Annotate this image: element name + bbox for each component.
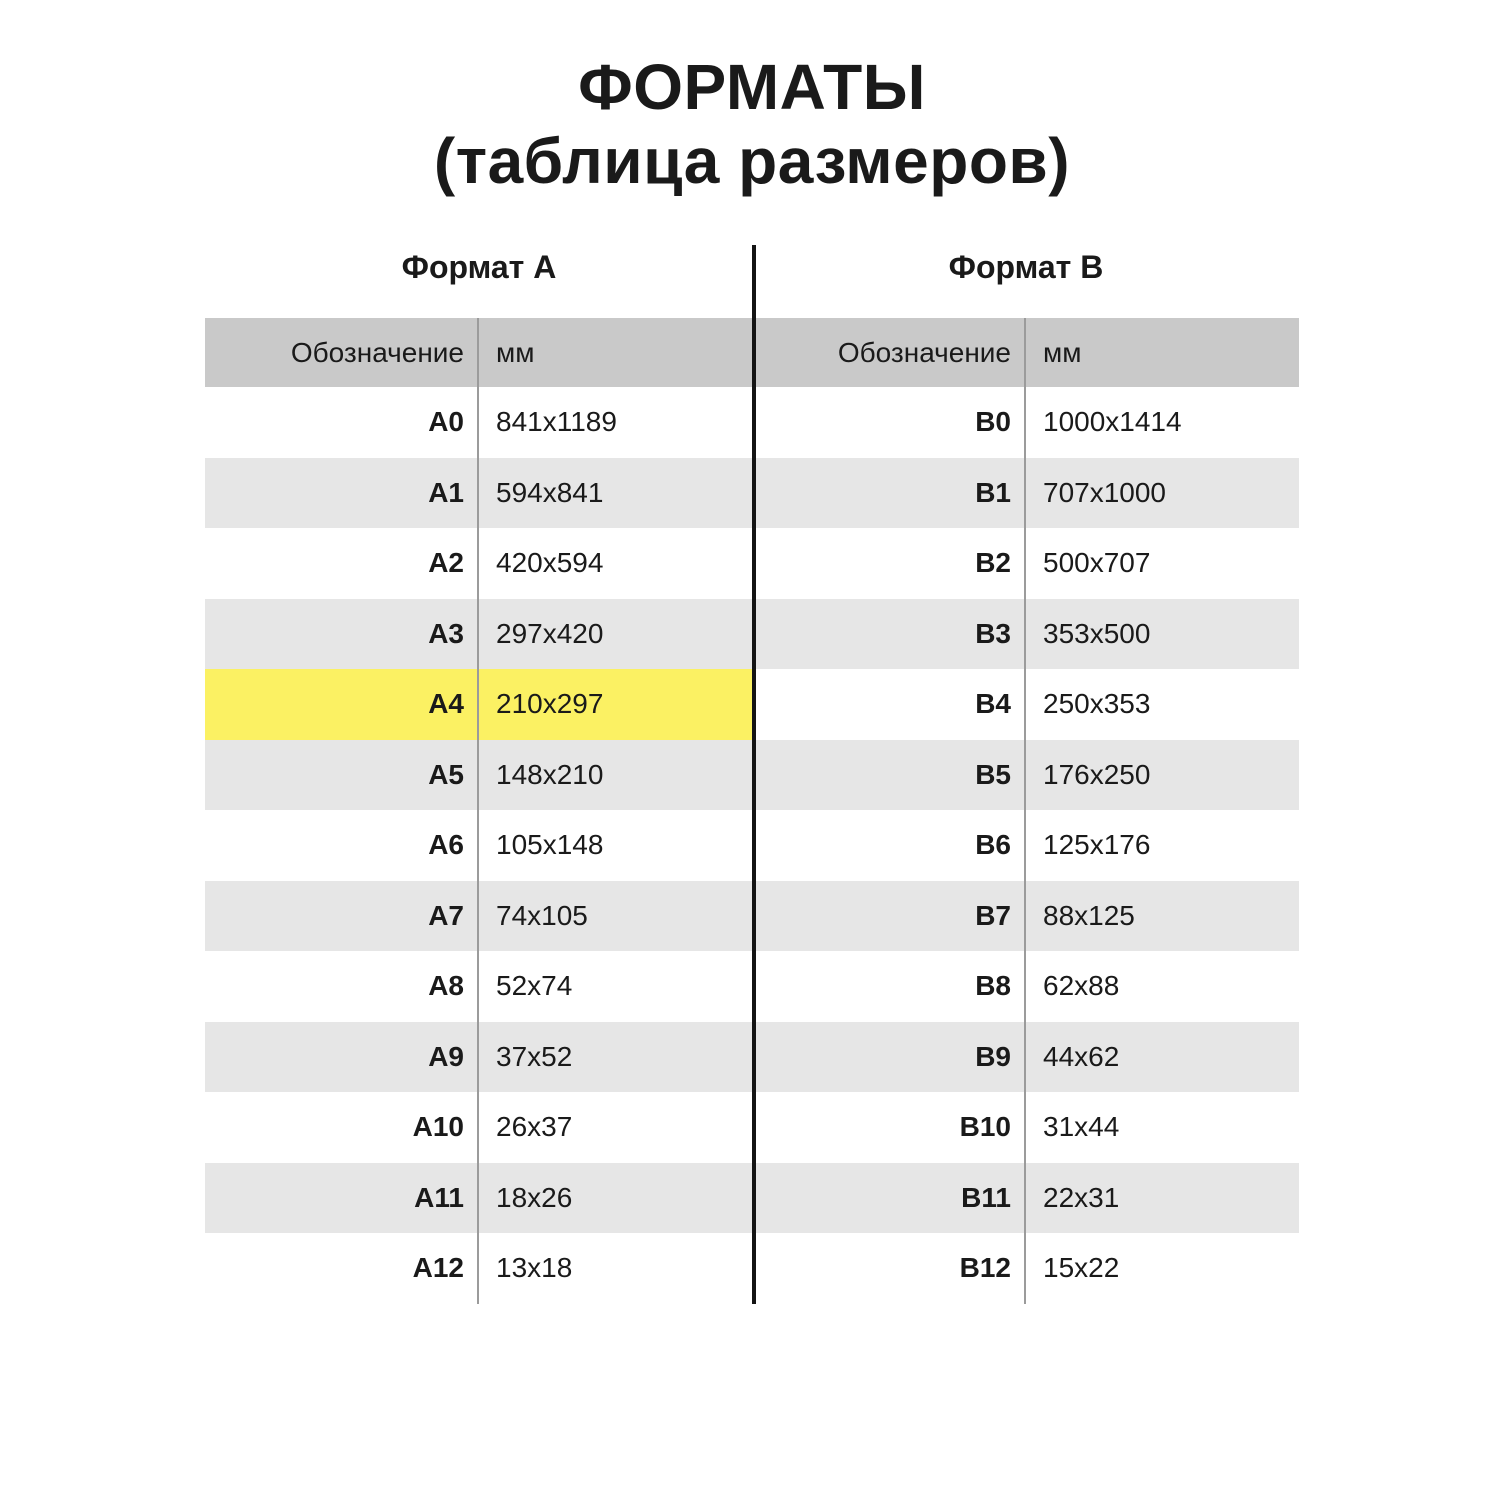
- format-b-size-mm: 22x31: [1043, 1181, 1120, 1213]
- format-b-designation: B12: [959, 1252, 1011, 1284]
- format-a-mm-header: мм: [496, 336, 535, 368]
- format-a-designation-header: Обозначение: [290, 336, 464, 368]
- format-a-size-mm: 594x841: [496, 476, 604, 508]
- format-b-size-mm: 15x22: [1043, 1252, 1120, 1284]
- title-line-1: ФОРМАТЫ: [578, 51, 926, 123]
- format-a-designation: A7: [428, 899, 464, 931]
- format-a-size-mm: 420x594: [496, 547, 604, 579]
- format-a-size-mm: 74x105: [496, 899, 588, 931]
- format-a-designation: A0: [428, 406, 464, 438]
- format-b-size-mm: 125x176: [1043, 829, 1151, 861]
- format-a-designation: A2: [428, 547, 464, 579]
- format-b-size-mm: 500x707: [1043, 547, 1151, 579]
- format-a-designation: A6: [428, 829, 464, 861]
- format-a-designation: A10: [412, 1111, 464, 1143]
- format-a-size-mm: 841x1189: [496, 406, 617, 438]
- format-a-designation: A5: [428, 758, 464, 790]
- format-b-designation: B6: [975, 829, 1011, 861]
- format-b-size-mm: 1000x1414: [1043, 406, 1182, 438]
- title-line-2: (таблица размеров): [433, 125, 1071, 197]
- format-a-size-mm: 13x18: [496, 1252, 573, 1284]
- format-b-designation: B7: [975, 899, 1011, 931]
- format-b-size-mm: 31x44: [1043, 1111, 1120, 1143]
- format-b-mm-header: мм: [1043, 336, 1082, 368]
- format-b-size-mm: 88x125: [1043, 899, 1135, 931]
- format-b-heading: Формат B: [948, 249, 1104, 285]
- format-a-designation: A3: [428, 617, 464, 649]
- format-b-designation: B2: [975, 547, 1011, 579]
- format-a-designation: A11: [414, 1181, 464, 1213]
- format-a-designation: A12: [412, 1252, 464, 1284]
- format-b-designation: B0: [975, 406, 1011, 438]
- center-divider-line: [752, 245, 756, 1304]
- format-a-size-mm: 210x297: [478, 669, 753, 740]
- format-a-heading: Формат А: [401, 249, 557, 285]
- format-b-size-mm: 62x88: [1043, 970, 1120, 1002]
- format-b-size-mm: 44x62: [1043, 1040, 1120, 1072]
- format-a-size-mm: 148x210: [496, 758, 604, 790]
- format-b-designation: B9: [975, 1040, 1011, 1072]
- format-a-size-mm: 18x26: [496, 1181, 573, 1213]
- format-a-size-mm: 26x37: [496, 1111, 573, 1143]
- format-a-column-divider: [477, 318, 479, 1304]
- format-b-designation-header: Обозначение: [837, 336, 1011, 368]
- format-b-designation: B11: [961, 1181, 1011, 1213]
- format-b-size-mm: 707x1000: [1043, 476, 1167, 508]
- format-b-designation: B4: [975, 688, 1011, 720]
- format-a-designation: A1: [428, 476, 464, 508]
- format-b-size-mm: 353x500: [1043, 617, 1151, 649]
- format-a-size-mm: 52x74: [496, 970, 573, 1002]
- format-b-designation: B10: [959, 1111, 1011, 1143]
- page-title: ФОРМАТЫ (таблица размеров): [205, 50, 1299, 198]
- format-b-designation: B3: [975, 617, 1011, 649]
- format-a-designation: A4: [205, 669, 478, 740]
- format-b-size-mm: 176x250: [1043, 758, 1151, 790]
- format-b-designation: B1: [975, 476, 1011, 508]
- format-b-designation: B5: [975, 758, 1011, 790]
- format-a-size-mm: 297x420: [496, 617, 604, 649]
- format-b-designation: B8: [975, 970, 1011, 1002]
- format-a-size-mm: 105x148: [496, 829, 604, 861]
- format-a-size-mm: 37x52: [496, 1040, 573, 1072]
- format-b-size-mm: 250x353: [1043, 688, 1151, 720]
- format-a-designation: A8: [428, 970, 464, 1002]
- format-a-designation: A9: [428, 1040, 464, 1072]
- format-b-column-divider: [1024, 318, 1026, 1304]
